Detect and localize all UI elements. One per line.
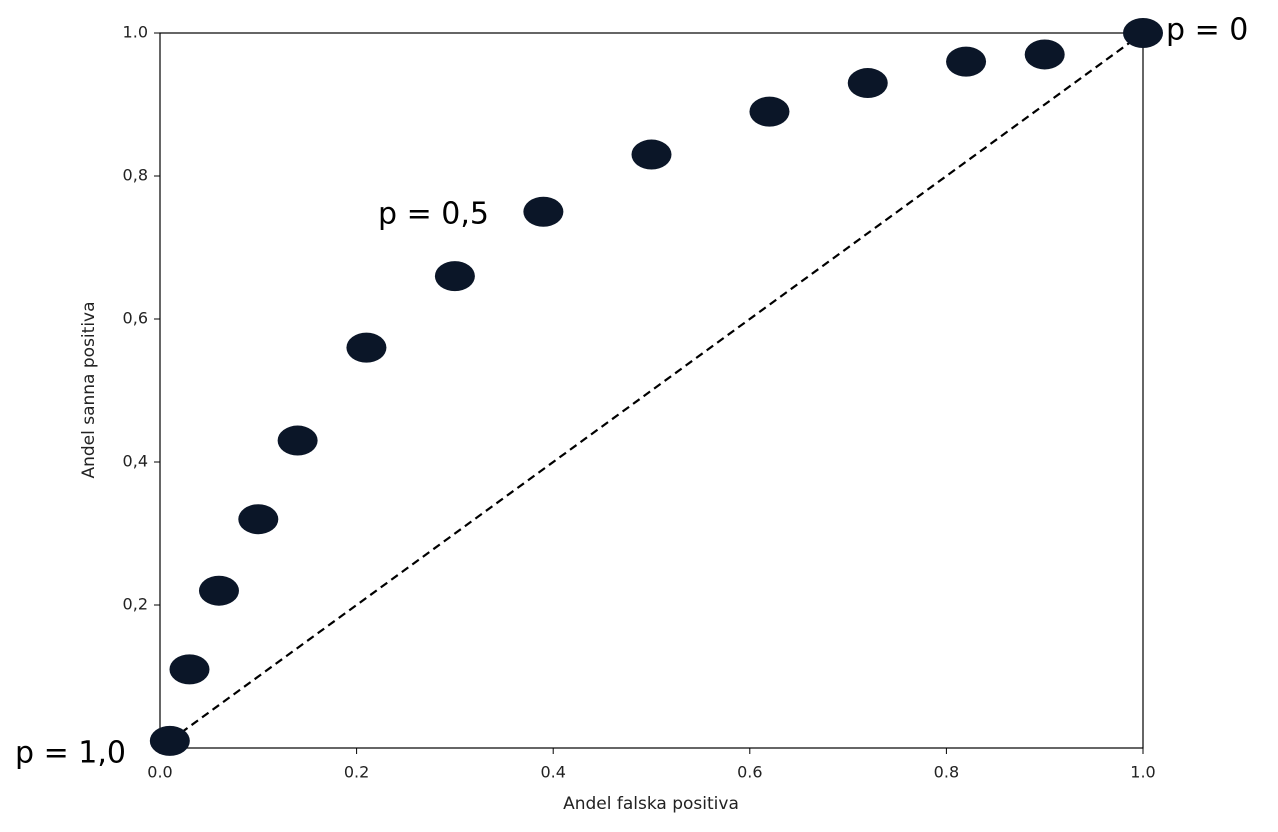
y-tick-label: 1.0 xyxy=(123,23,148,42)
annotation: p = 0 xyxy=(1166,13,1248,48)
reference-line xyxy=(159,32,1144,749)
point xyxy=(169,654,210,685)
x-tick-label: 0.6 xyxy=(737,763,762,782)
point xyxy=(198,575,239,606)
y-tick-label: 0,2 xyxy=(123,595,148,614)
point xyxy=(346,332,387,363)
x-tick-label: 0.0 xyxy=(147,763,172,782)
point xyxy=(631,139,672,170)
x-tick-label: 1.0 xyxy=(1130,763,1155,782)
point xyxy=(238,504,279,535)
point xyxy=(523,196,564,227)
point xyxy=(847,68,888,99)
plot-frame xyxy=(159,32,1144,749)
x-tick-label: 0.8 xyxy=(934,763,959,782)
y-tick-label: 0,4 xyxy=(123,452,148,471)
x-tick-label: 0.4 xyxy=(540,763,565,782)
y-axis-label: Andel sanna positiva xyxy=(79,301,99,478)
point xyxy=(1123,18,1163,48)
x-axis-label: Andel falska positiva xyxy=(563,794,739,814)
annotation: p = 0,5 xyxy=(378,197,489,232)
point xyxy=(149,725,190,756)
point xyxy=(946,46,987,77)
point xyxy=(277,425,318,456)
y-tick-label: 0,8 xyxy=(123,166,148,185)
point xyxy=(434,261,475,292)
annotation: p = 1,0 xyxy=(15,736,126,771)
x-tick-label: 0.2 xyxy=(344,763,369,782)
y-tick-label: 0,6 xyxy=(123,309,148,328)
point xyxy=(749,96,790,127)
point xyxy=(1024,39,1065,70)
